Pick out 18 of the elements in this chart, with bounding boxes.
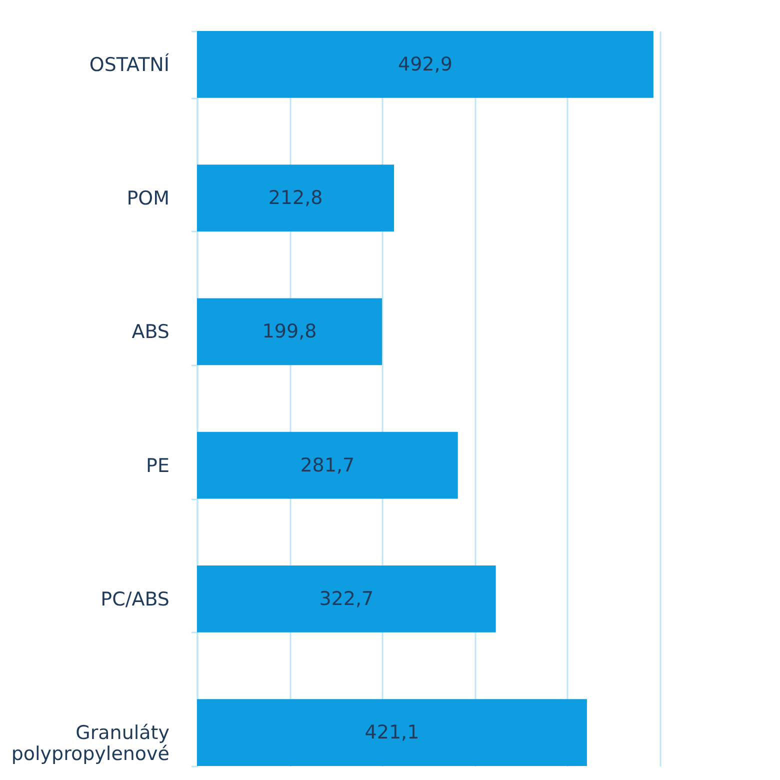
y-tick-label: PE <box>146 454 170 477</box>
data-label: 281,7 <box>300 454 355 476</box>
bar <box>197 298 382 366</box>
data-label: 199,8 <box>262 320 317 343</box>
y-tick-label: PC/ABS <box>100 588 170 610</box>
y-tick-label: ABS <box>132 321 170 344</box>
y-tick-label: OSTATNÍ <box>89 52 170 76</box>
data-label: 322,7 <box>319 588 374 610</box>
bar <box>197 699 587 766</box>
data-label: 492,9 <box>398 53 452 76</box>
data-label: 212,8 <box>268 187 323 210</box>
bar <box>197 566 496 632</box>
data-label: 421,1 <box>364 722 420 744</box>
bar <box>197 432 458 499</box>
bar <box>197 31 654 98</box>
y-tick-label: Granuláty polypropylenové <box>11 722 170 766</box>
bar <box>197 164 394 232</box>
y-tick-label: POM <box>126 188 170 210</box>
